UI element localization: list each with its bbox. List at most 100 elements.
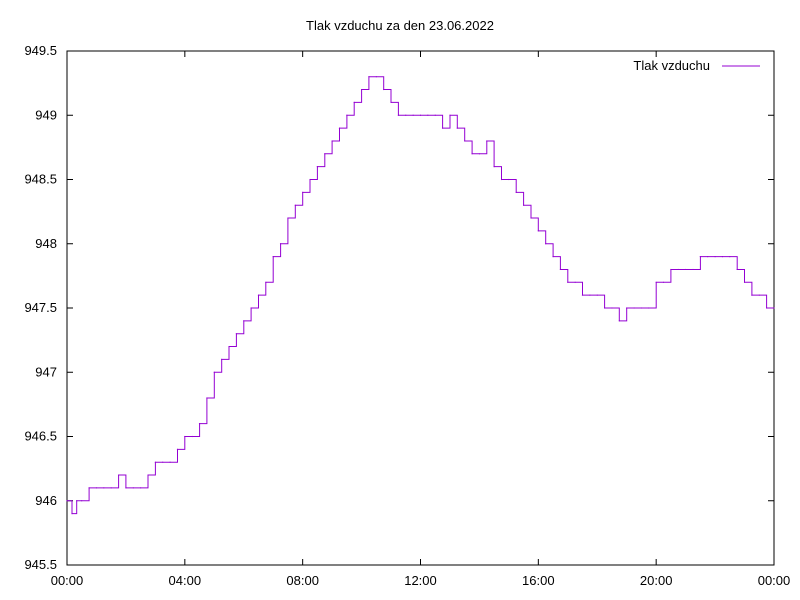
x-tick-label: 04:00 <box>169 573 202 588</box>
data-point <box>184 435 186 438</box>
data-point <box>596 294 598 296</box>
x-tick-label: 20:00 <box>640 573 673 588</box>
data-point <box>405 114 407 116</box>
data-point <box>125 487 127 489</box>
data-point <box>316 166 318 168</box>
data-point <box>714 256 716 258</box>
data-point <box>147 474 149 476</box>
data-point <box>154 461 156 463</box>
data-point <box>176 448 179 450</box>
y-tick-label: 947.5 <box>24 300 57 315</box>
y-tick-label: 946 <box>35 493 57 508</box>
x-tick-label: 00:00 <box>758 573 791 588</box>
x-tick-label: 00:00 <box>51 573 84 588</box>
data-point <box>523 204 525 206</box>
data-point <box>198 423 201 425</box>
data-point <box>618 320 620 322</box>
data-point <box>567 281 569 283</box>
data-point <box>773 307 775 309</box>
data-point <box>338 127 341 129</box>
data-point <box>581 294 584 296</box>
data-point <box>412 114 414 116</box>
data-point <box>419 114 422 116</box>
data-point <box>353 101 355 103</box>
data-point <box>132 487 134 489</box>
data-point <box>441 127 444 129</box>
data-point <box>699 256 701 258</box>
data-point <box>279 243 282 245</box>
data-point <box>537 230 539 232</box>
chart-title: Tlak vzduchu za den 23.06.2022 <box>306 18 494 33</box>
data-point <box>287 217 289 219</box>
data-point <box>478 153 481 155</box>
data-point <box>162 461 164 463</box>
data-point <box>574 281 576 283</box>
data-point <box>758 294 760 296</box>
data-point <box>360 88 363 91</box>
data-point <box>250 307 252 309</box>
plot-frame <box>66 50 775 566</box>
legend-label: Tlak vzduchu <box>633 58 710 73</box>
data-point <box>103 487 105 489</box>
data-point <box>390 101 392 103</box>
data-point <box>662 281 665 283</box>
y-tick-label: 947 <box>35 364 57 379</box>
data-point <box>766 307 768 309</box>
data-point <box>685 268 687 271</box>
data-point <box>721 256 724 258</box>
data-point <box>427 114 429 116</box>
data-point <box>736 268 738 271</box>
data-point <box>434 114 436 116</box>
data-point <box>169 461 171 463</box>
legend: Tlak vzduchu <box>633 58 760 73</box>
data-point <box>309 178 311 181</box>
data-point <box>464 140 466 142</box>
y-tick-label: 948 <box>35 236 57 251</box>
data-point <box>589 294 591 296</box>
data-point <box>743 281 746 283</box>
data-point <box>95 487 98 489</box>
data-point <box>751 294 753 296</box>
data-point <box>449 114 451 116</box>
data-point <box>81 500 83 502</box>
data-point <box>257 294 260 296</box>
data-point <box>235 333 237 335</box>
data-point <box>493 166 495 168</box>
pressure-line <box>67 76 774 515</box>
data-point <box>633 307 635 309</box>
data-point <box>456 127 458 129</box>
data-point <box>272 256 274 258</box>
data-point <box>559 268 562 271</box>
data-point <box>655 281 657 283</box>
data-point <box>729 256 731 258</box>
data-point <box>331 140 333 142</box>
data-point <box>140 487 142 489</box>
data-point <box>626 307 628 309</box>
data-point <box>368 76 370 78</box>
data-point <box>530 217 532 219</box>
data-point <box>110 487 112 489</box>
data-point <box>383 88 385 91</box>
data-point <box>471 153 473 155</box>
y-tick-label: 946.5 <box>24 429 57 444</box>
data-point <box>117 474 120 476</box>
x-tick-label: 12:00 <box>404 573 437 588</box>
y-tick-label: 949 <box>35 107 57 122</box>
data-point <box>670 268 672 271</box>
data-point <box>294 204 296 206</box>
data-point <box>221 358 223 360</box>
y-tick-label: 945.5 <box>24 557 57 572</box>
data-point <box>324 153 326 155</box>
data-point <box>640 307 643 309</box>
x-tick-label: 16:00 <box>522 573 555 588</box>
data-point <box>707 256 709 258</box>
data-point <box>71 513 73 515</box>
data-point <box>346 114 348 116</box>
data-point <box>88 487 90 489</box>
x-axis: 00:00 04:00 08:00 12:00 16:00 20:00 00:00 <box>51 51 791 588</box>
data-point <box>692 268 694 271</box>
data-point <box>302 191 304 193</box>
series-layer <box>66 76 775 515</box>
data-point <box>191 435 193 438</box>
